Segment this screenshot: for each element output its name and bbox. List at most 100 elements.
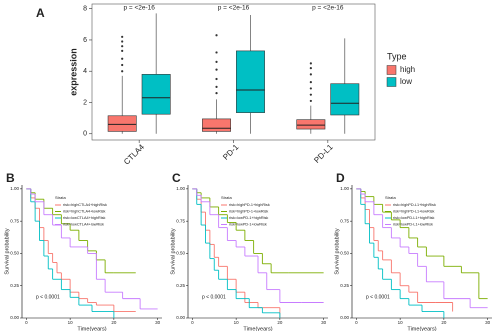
y-tick-label: 0.75 (340, 218, 349, 223)
box (296, 119, 326, 130)
panel-label: D (336, 171, 345, 185)
legend-swatch (386, 77, 397, 87)
legend-label: risk=lowPD-L1+highRisk (393, 216, 434, 220)
y-tick-label: 0.50 (176, 251, 185, 256)
legend-label: high (400, 65, 415, 74)
y-axis-label: Survival probability (334, 228, 340, 274)
y-tick-label: 0.75 (10, 218, 19, 223)
outlier (215, 51, 218, 54)
outlier (309, 66, 312, 70)
outlier (215, 77, 218, 81)
p-value: p < 0.0001 (36, 295, 60, 301)
x-tick-label: PD-L1 (312, 142, 335, 165)
x-tick-label: 0 (191, 320, 194, 325)
outlier (215, 68, 218, 71)
y-tick-label: 0.25 (10, 283, 19, 288)
legend-label: risk=lowCTLA4+lowRisk (63, 223, 104, 227)
legend-title: Strata (55, 195, 66, 200)
p-value: p = <2e-16 (312, 5, 344, 12)
box (330, 83, 360, 116)
y-tick-label: 4 (83, 68, 87, 75)
legend-label: risk=highPD-L1+highRisk (393, 203, 436, 207)
y-tick-label: 0.50 (340, 251, 349, 256)
outlier (121, 35, 124, 38)
box (107, 115, 137, 132)
legend-title: Strata (221, 195, 232, 200)
p-value: p = <2e-16 (123, 5, 155, 12)
legend-label: risk=lowPD-L1+lowRisk (393, 223, 433, 227)
y-tick-label: 0.00 (340, 315, 349, 320)
legend-label: risk=lowPD-1+highRisk (229, 216, 268, 220)
outlier (121, 49, 124, 52)
outlier (121, 70, 124, 73)
outlier (215, 34, 218, 37)
legend-label: low (400, 77, 412, 86)
y-tick-label: 0.00 (176, 315, 185, 320)
outlier (121, 57, 124, 60)
panel-label: C (172, 171, 181, 185)
outlier (309, 93, 312, 96)
outlier (309, 62, 312, 65)
box (141, 74, 171, 115)
y-tick-label: 0 (83, 131, 87, 138)
x-tick-label: CTLA4 (122, 142, 146, 166)
p-value: p < 0.0001 (202, 295, 226, 301)
outlier (309, 87, 312, 90)
legend-swatch (386, 65, 397, 75)
y-tick-label: 0.00 (10, 315, 19, 320)
x-tick-label: 30 (155, 320, 161, 325)
x-axis-label: Time(years) (243, 326, 272, 331)
legend-title: Type (387, 51, 407, 61)
legend-label: risk=highPD-1+highRisk (229, 203, 270, 207)
x-tick-label: 30 (321, 320, 327, 325)
legend-label: risk=highPD-1+lowRisk (229, 210, 268, 214)
y-axis-label: Survival probability (170, 228, 176, 274)
x-tick-label: PD-1 (221, 142, 241, 162)
panel-border (91, 3, 376, 141)
box (202, 118, 231, 132)
outlier (215, 92, 218, 95)
outlier (215, 85, 218, 88)
x-tick-label: 30 (485, 320, 491, 325)
y-tick-label: 2 (83, 99, 87, 106)
p-value: p < 0.0001 (366, 295, 390, 301)
y-tick-label: 0.25 (340, 283, 349, 288)
y-tick-label: 0.75 (176, 218, 185, 223)
outlier (215, 60, 218, 63)
p-value: p = <2e-16 (218, 5, 250, 12)
legend-label: risk=highCTLA4+lowRisk (63, 210, 106, 214)
y-tick-label: 0.50 (10, 251, 19, 256)
x-tick-label: 20 (111, 320, 117, 325)
x-tick-label: 10 (68, 320, 74, 325)
x-axis-label: Time(years) (407, 326, 436, 331)
legend-label: risk=lowCTLA4+highRisk (63, 216, 106, 220)
y-tick-label: 0.25 (176, 283, 185, 288)
box (236, 50, 265, 113)
y-axis-label: Survival probability (4, 228, 10, 274)
y-axis-label: expression (68, 48, 78, 96)
legend-label: risk=lowPD-1+lowRisk (229, 223, 267, 227)
x-tick-label: 0 (25, 320, 28, 325)
x-tick-label: 10 (398, 320, 404, 325)
panel-label: B (6, 171, 15, 185)
x-tick-label: 10 (234, 320, 240, 325)
outlier (309, 73, 312, 76)
outlier (121, 45, 124, 48)
outlier (309, 99, 312, 103)
x-tick-label: 20 (441, 320, 447, 325)
y-tick-label: 1.00 (10, 186, 19, 191)
x-axis-label: Time(years) (77, 326, 106, 331)
y-tick-label: 6 (83, 37, 87, 44)
x-tick-label: 0 (355, 320, 358, 325)
outlier (121, 63, 124, 67)
y-tick-label: 1.00 (340, 186, 349, 191)
legend-label: risk=highCTLA4+highRisk (63, 203, 107, 207)
panel-label: A (36, 6, 45, 20)
y-tick-label: 8 (83, 6, 87, 13)
outlier (309, 81, 312, 84)
y-tick-label: 1.00 (176, 186, 185, 191)
legend-label: risk=highPD-L1+lowRisk (393, 210, 434, 214)
x-tick-label: 20 (277, 320, 283, 325)
